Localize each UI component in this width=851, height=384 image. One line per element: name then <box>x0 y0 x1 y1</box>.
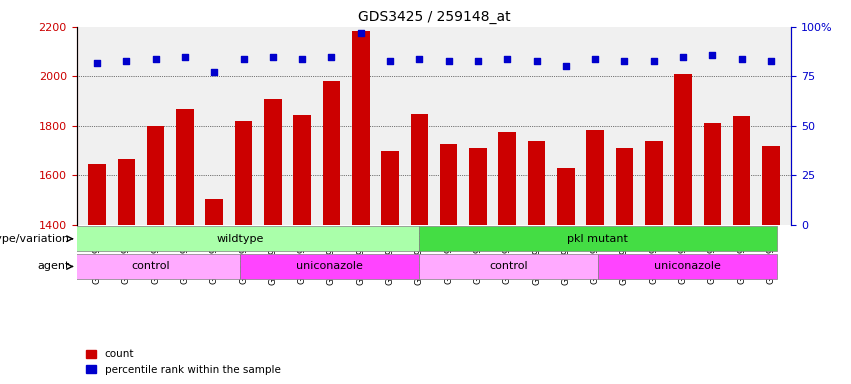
Bar <box>89 164 106 225</box>
Text: agent: agent <box>37 262 70 271</box>
Bar <box>410 114 428 225</box>
Point <box>237 56 250 62</box>
FancyBboxPatch shape <box>420 254 598 279</box>
Bar <box>733 116 751 225</box>
Point <box>529 58 543 64</box>
Point <box>208 70 221 76</box>
Point <box>677 53 690 60</box>
Bar <box>235 121 253 225</box>
FancyBboxPatch shape <box>62 254 240 279</box>
Point <box>413 56 426 62</box>
Point <box>295 56 309 62</box>
Title: GDS3425 / 259148_at: GDS3425 / 259148_at <box>357 10 511 25</box>
Bar <box>762 146 780 225</box>
Text: control: control <box>489 262 528 271</box>
Bar <box>264 99 282 225</box>
Point <box>90 60 104 66</box>
Point <box>588 56 602 62</box>
Point <box>120 58 134 64</box>
Bar <box>117 159 135 225</box>
Point <box>383 58 397 64</box>
Bar <box>352 31 369 225</box>
Point <box>764 58 778 64</box>
Text: uniconazole: uniconazole <box>296 262 363 271</box>
Bar <box>440 144 458 225</box>
Bar <box>469 148 487 225</box>
Bar <box>294 115 311 225</box>
Point <box>618 58 631 64</box>
Text: uniconazole: uniconazole <box>654 262 721 271</box>
Bar <box>381 151 399 225</box>
Point <box>266 53 280 60</box>
Bar <box>205 199 223 225</box>
Point <box>149 56 163 62</box>
Legend: count, percentile rank within the sample: count, percentile rank within the sample <box>82 345 285 379</box>
Bar <box>557 168 574 225</box>
Text: control: control <box>132 262 170 271</box>
FancyBboxPatch shape <box>240 254 419 279</box>
Point <box>178 53 191 60</box>
Text: wildtype: wildtype <box>217 234 264 244</box>
Point <box>647 58 660 64</box>
Bar <box>704 123 721 225</box>
Point <box>500 56 514 62</box>
Bar <box>528 141 545 225</box>
Point <box>559 63 573 70</box>
Bar <box>176 109 194 225</box>
Bar <box>615 148 633 225</box>
Bar <box>147 126 164 225</box>
Point <box>705 51 719 58</box>
Bar <box>499 132 516 225</box>
Bar <box>645 141 663 225</box>
Bar <box>674 74 692 225</box>
Point <box>471 58 485 64</box>
Point <box>734 56 748 62</box>
Bar <box>586 129 604 225</box>
Text: genotype/variation: genotype/variation <box>0 234 70 244</box>
FancyBboxPatch shape <box>62 226 420 251</box>
FancyBboxPatch shape <box>597 254 776 279</box>
Point <box>354 30 368 36</box>
FancyBboxPatch shape <box>420 226 777 251</box>
Bar <box>323 81 340 225</box>
Point <box>442 58 455 64</box>
Text: pkl mutant: pkl mutant <box>568 234 628 244</box>
Point <box>325 53 339 60</box>
